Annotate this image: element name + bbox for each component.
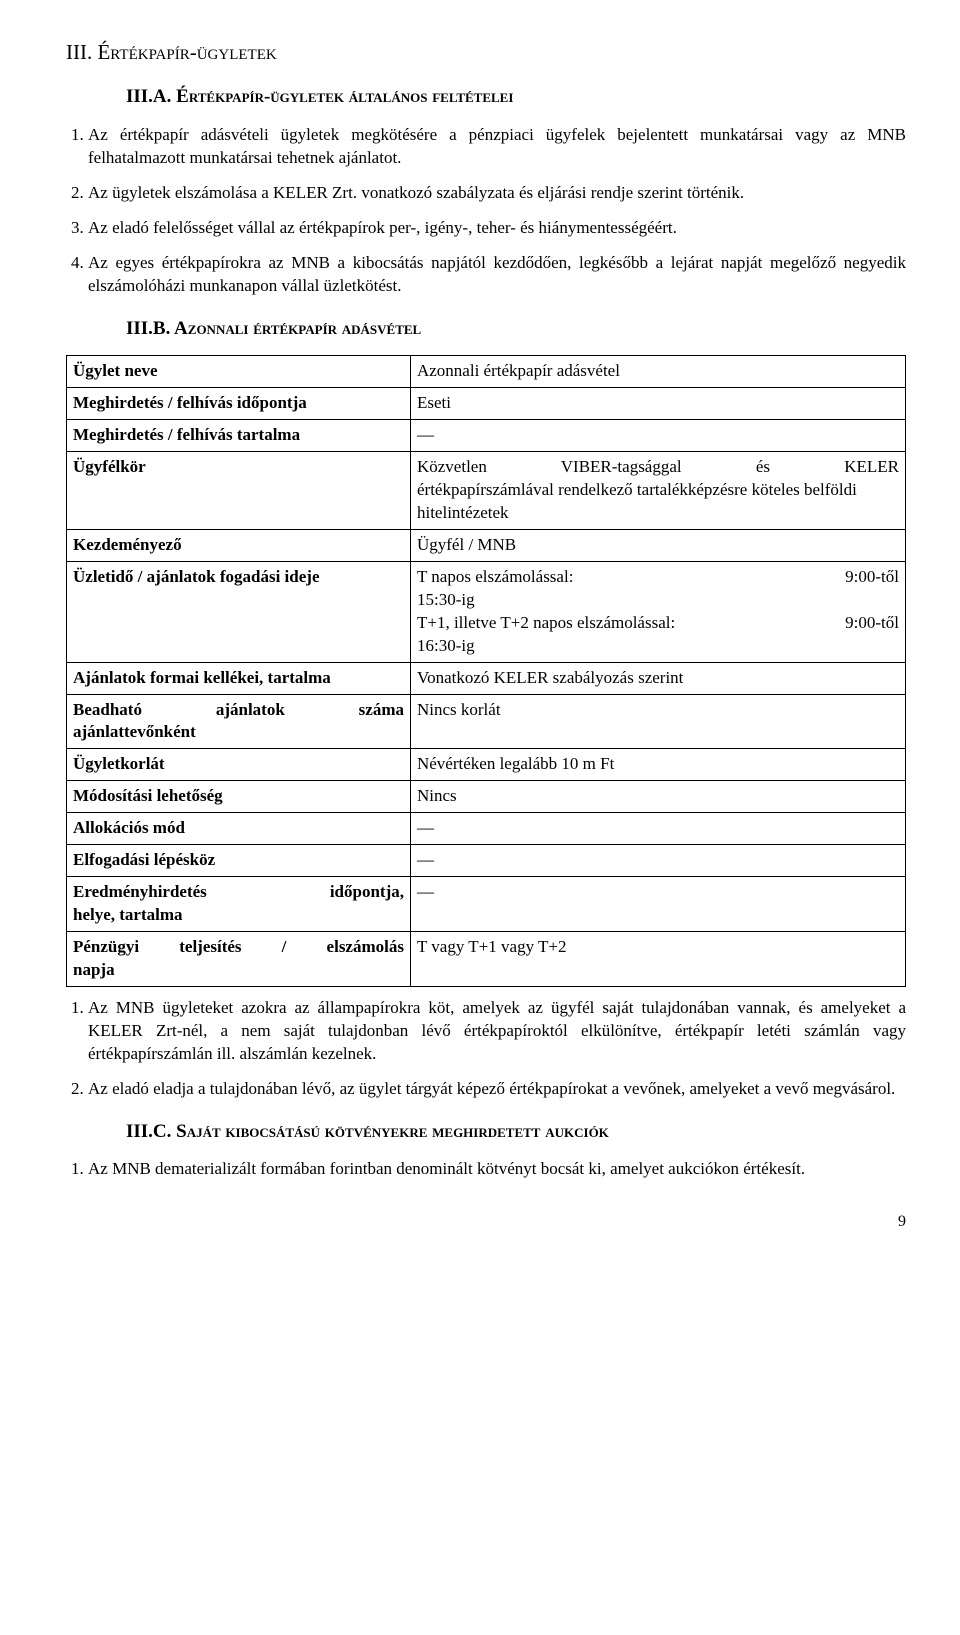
table-row: Meghirdetés / felhívás tartalma — [67, 420, 906, 452]
table-row: Eredményhirdetés időpontja, helye, tarta… [67, 877, 906, 932]
cell-label: Meghirdetés / felhívás időpontja [67, 388, 411, 420]
cell-label: Ajánlatok formai kellékei, tartalma [67, 662, 411, 694]
table-row: Ügyletkorlát Névértéken legalább 10 m Ft [67, 749, 906, 781]
table-row: Kezdeményező Ügyfél / MNB [67, 529, 906, 561]
cell-value: — [410, 877, 905, 932]
list-item: Az értékpapír adásvételi ügyletek megköt… [88, 124, 906, 170]
cell-value-line: értékpapírszámlával rendelkező tartalékk… [417, 479, 899, 525]
time-left: T+1, illetve T+2 napos elszámolással: [417, 612, 675, 635]
cell-value: Vonatkozó KELER szabályozás szerint [410, 662, 905, 694]
cell-value-line: Közvetlen VIBER-tagsággal és KELER [417, 456, 899, 479]
table-row: Módosítási lehetőség Nincs [67, 781, 906, 813]
cell-value: T napos elszámolással: 9:00-től 15:30-ig… [410, 561, 905, 662]
cell-value: — [410, 845, 905, 877]
cell-value: Közvetlen VIBER-tagsággal és KELER érték… [410, 452, 905, 530]
time-right: 9:00-től [845, 612, 899, 635]
cell-label: Meghirdetés / felhívás tartalma [67, 420, 411, 452]
table-row: Ügyfélkör Közvetlen VIBER-tagsággal és K… [67, 452, 906, 530]
cell-label: Módosítási lehetőség [67, 781, 411, 813]
info-table: Ügylet neve Azonnali értékpapír adásvéte… [66, 355, 906, 987]
cell-label: Eredményhirdetés időpontja, helye, tarta… [67, 877, 411, 932]
table-row: Üzletidő / ajánlatok fogadási ideje T na… [67, 561, 906, 662]
cell-label: Pénzügyi teljesítés / elszámolás napja [67, 932, 411, 987]
cell-value: Nincs korlát [410, 694, 905, 749]
cell-value: Névértéken legalább 10 m Ft [410, 749, 905, 781]
cell-label: Üzletidő / ajánlatok fogadási ideje [67, 561, 411, 662]
cell-label: Ügyfélkör [67, 452, 411, 530]
cell-value: Nincs [410, 781, 905, 813]
cell-value: T vagy T+1 vagy T+2 [410, 932, 905, 987]
cell-label: Ügylet neve [67, 356, 411, 388]
list-item: Az egyes értékpapírokra az MNB a kibocsá… [88, 252, 906, 298]
list-a: Az értékpapír adásvételi ügyletek megköt… [66, 124, 906, 298]
list-item: Az eladó felelősséget vállal az értékpap… [88, 217, 906, 240]
cell-label-line: Eredményhirdetés időpontja, [73, 881, 404, 904]
time-end: 16:30-ig [417, 635, 899, 658]
list-c: Az MNB dematerializált formában forintba… [66, 1158, 906, 1181]
table-row: Beadható ajánlatok száma ajánlattevőnkén… [67, 694, 906, 749]
list-item: Az MNB dematerializált formában forintba… [88, 1158, 906, 1181]
cell-label: Ügyletkorlát [67, 749, 411, 781]
cell-value: Eseti [410, 388, 905, 420]
cell-value: Ügyfél / MNB [410, 529, 905, 561]
table-row: Ajánlatok formai kellékei, tartalma Vona… [67, 662, 906, 694]
table-row: Pénzügyi teljesítés / elszámolás napja T… [67, 932, 906, 987]
cell-label: Allokációs mód [67, 813, 411, 845]
cell-value: — [410, 420, 905, 452]
cell-label-line: ajánlattevőnként [73, 721, 404, 744]
time-row: T+1, illetve T+2 napos elszámolással: 9:… [417, 612, 899, 635]
list-item: Az ügyletek elszámolása a KELER Zrt. von… [88, 182, 906, 205]
time-row: T napos elszámolással: 9:00-től [417, 566, 899, 589]
cell-label-line: Pénzügyi teljesítés / elszámolás [73, 936, 404, 959]
table-row: Elfogadási lépésköz — [67, 845, 906, 877]
subsection-b-title: III.B. Azonnali értékpapír adásvétel [126, 316, 906, 342]
cell-label: Kezdeményező [67, 529, 411, 561]
section-title: III. Értékpapír-ügyletek [66, 38, 906, 66]
cell-value: Azonnali értékpapír adásvétel [410, 356, 905, 388]
time-left: T napos elszámolással: [417, 566, 573, 589]
list-b: Az MNB ügyleteket azokra az állampapírok… [66, 997, 906, 1101]
list-item: Az MNB ügyleteket azokra az állampapírok… [88, 997, 906, 1066]
cell-label: Beadható ajánlatok száma ajánlattevőnkén… [67, 694, 411, 749]
time-right: 9:00-től [845, 566, 899, 589]
cell-value: — [410, 813, 905, 845]
cell-label-line: Beadható ajánlatok száma [73, 699, 404, 722]
table-row: Meghirdetés / felhívás időpontja Eseti [67, 388, 906, 420]
subsection-a-title: III.A. Értékpapír-ügyletek általános fel… [126, 84, 906, 110]
cell-label-line: napja [73, 959, 404, 982]
table-row: Ügylet neve Azonnali értékpapír adásvéte… [67, 356, 906, 388]
page-number: 9 [66, 1211, 906, 1233]
subsection-c-title: III.C. Saját kibocsátású kötvényekre meg… [126, 1119, 906, 1145]
time-end: 15:30-ig [417, 589, 899, 612]
table-row: Allokációs mód — [67, 813, 906, 845]
cell-label-line: helye, tartalma [73, 904, 404, 927]
cell-label: Elfogadási lépésköz [67, 845, 411, 877]
list-item: Az eladó eladja a tulajdonában lévő, az … [88, 1078, 906, 1101]
